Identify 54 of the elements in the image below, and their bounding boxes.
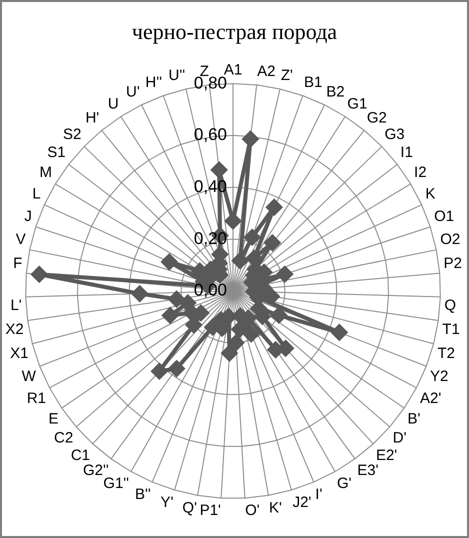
- spoke-label: D': [392, 430, 407, 447]
- spoke-label: I1: [400, 144, 413, 162]
- spoke-label: U'': [168, 67, 186, 84]
- spoke-label: T1: [442, 321, 460, 338]
- spoke-label: L: [32, 185, 41, 202]
- spoke-label: L': [10, 297, 22, 314]
- spoke-label: G1'': [103, 475, 130, 492]
- spoke-label: V: [16, 231, 26, 248]
- spoke-label: B1: [304, 74, 322, 92]
- spoke-label: E3': [357, 462, 379, 480]
- spoke-label: I2: [414, 164, 427, 181]
- spoke-label: T2: [437, 344, 455, 362]
- spoke-label: S2: [63, 126, 82, 143]
- chart-title: черно-пестрая порода: [132, 18, 338, 44]
- spoke-label: B'': [134, 486, 151, 503]
- spoke-label: G2: [366, 109, 387, 126]
- spoke-label: C2: [54, 430, 74, 447]
- spoke-label: B': [408, 410, 421, 428]
- spoke-label: J2': [292, 494, 312, 512]
- spoke-label: G': [336, 475, 352, 492]
- spoke-label: O': [245, 502, 260, 520]
- spoke-label: Y2: [430, 368, 448, 385]
- spoke-label: H'': [145, 74, 162, 92]
- spoke-label: K': [269, 499, 282, 516]
- spoke-label: Q': [182, 499, 198, 516]
- spoke-label: R1: [26, 390, 46, 407]
- spoke-label: E2': [376, 446, 398, 464]
- spoke-label: Q: [444, 297, 456, 314]
- spoke-label: Z': [280, 67, 294, 84]
- spoke-label: S1: [47, 144, 66, 162]
- spoke-label: B2: [326, 83, 345, 100]
- spoke-label: X2: [5, 321, 24, 338]
- spoke-label: J: [24, 208, 32, 225]
- spoke-label: K: [425, 185, 436, 202]
- spoke-label: M: [39, 164, 52, 181]
- spoke-label: P1': [200, 502, 222, 520]
- spoke-label: F: [13, 255, 22, 272]
- spoke-label: E: [48, 410, 58, 428]
- spoke-label: G3: [384, 126, 405, 143]
- spoke-label: I': [315, 486, 322, 503]
- spoke-label: O2: [440, 231, 460, 248]
- spoke-label: U: [108, 95, 119, 112]
- spoke-label: W: [22, 368, 37, 385]
- spoke-label: G1: [347, 95, 368, 112]
- spoke-label: Y': [160, 494, 174, 512]
- spoke-label: C1: [70, 446, 90, 464]
- y-tick-label: 0,60: [194, 125, 227, 144]
- spoke-label: P2: [444, 255, 462, 272]
- spoke-label: O1: [434, 208, 454, 225]
- spoke-label: A2: [257, 63, 276, 80]
- spoke-label: H': [85, 109, 100, 126]
- spoke-label: A2': [420, 390, 442, 407]
- spoke-label: X1: [10, 344, 29, 362]
- spoke-label: U': [126, 83, 140, 100]
